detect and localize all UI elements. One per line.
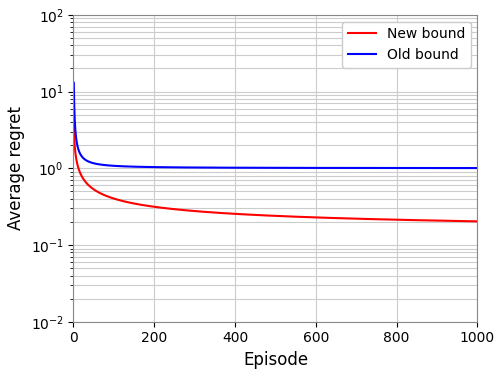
New bound: [71, 123, 77, 127]
Old bound: [140, 165, 146, 169]
New bound: [242, 212, 248, 217]
Y-axis label: Average regret: Average regret: [7, 106, 25, 230]
Legend: New bound, Old bound: New bound, Old bound: [342, 22, 469, 68]
New bound: [225, 211, 231, 216]
New bound: [140, 203, 146, 208]
Old bound: [117, 164, 123, 168]
New bound: [422, 218, 428, 223]
Old bound: [242, 165, 248, 170]
X-axis label: Episode: Episode: [242, 351, 308, 369]
New bound: [473, 219, 479, 224]
Old bound: [225, 165, 231, 170]
Line: New bound: New bound: [74, 125, 476, 221]
New bound: [465, 219, 471, 223]
Old bound: [465, 166, 471, 170]
Line: Old bound: Old bound: [74, 83, 476, 168]
Old bound: [473, 166, 479, 170]
Old bound: [71, 80, 77, 85]
Old bound: [422, 166, 428, 170]
New bound: [117, 198, 123, 203]
